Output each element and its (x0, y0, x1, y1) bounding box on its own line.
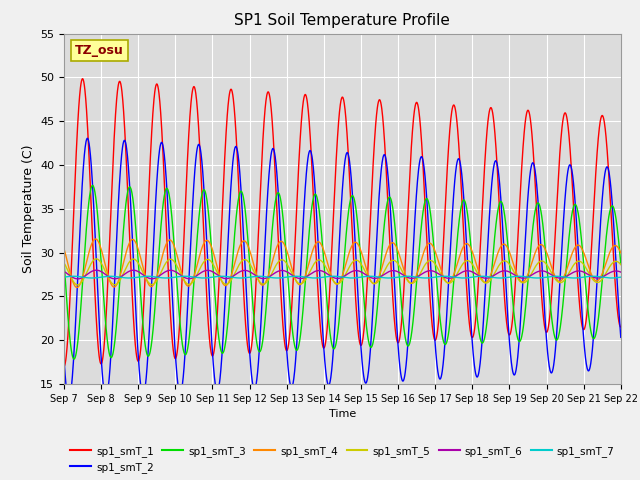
sp1_smT_4 (601, 264, 609, 269)
sp1_smT_7 (499, 275, 507, 281)
sp1_smT_5 (92, 256, 100, 262)
sp1_smT_6 (601, 273, 609, 278)
sp1_smT_2 (617, 335, 625, 340)
sp1_smT_3 (60, 258, 68, 264)
sp1_smT_4 (60, 246, 68, 252)
sp1_smT_6 (74, 276, 81, 282)
sp1_smT_2 (60, 355, 68, 361)
sp1_smT_2 (332, 316, 339, 322)
sp1_smT_7 (331, 274, 339, 279)
sp1_smT_4 (92, 236, 99, 242)
sp1_smT_6 (92, 267, 100, 273)
sp1_smT_7 (601, 275, 609, 280)
sp1_smT_1 (601, 121, 609, 127)
sp1_smT_2 (602, 169, 609, 175)
sp1_smT_7 (88, 275, 96, 281)
sp1_smT_4 (332, 281, 339, 287)
sp1_smT_7 (60, 274, 68, 280)
sp1_smT_6 (617, 269, 625, 275)
Line: sp1_smT_4: sp1_smT_4 (64, 239, 621, 288)
sp1_smT_4 (602, 263, 609, 268)
sp1_smT_5 (74, 282, 81, 288)
sp1_smT_1 (89, 240, 97, 245)
sp1_smT_1 (331, 180, 339, 185)
sp1_smT_5 (617, 262, 625, 267)
sp1_smT_1 (601, 123, 609, 129)
sp1_smT_6 (89, 268, 97, 274)
sp1_smT_1 (79, 76, 86, 82)
sp1_smT_3 (89, 182, 97, 188)
sp1_smT_1 (60, 364, 68, 370)
sp1_smT_3 (332, 344, 339, 349)
sp1_smT_5 (601, 272, 609, 278)
sp1_smT_7 (236, 275, 244, 281)
sp1_smT_6 (499, 268, 507, 274)
sp1_smT_2 (65, 396, 72, 402)
sp1_smT_5 (499, 258, 507, 264)
Line: sp1_smT_1: sp1_smT_1 (64, 79, 621, 367)
Line: sp1_smT_7: sp1_smT_7 (64, 276, 621, 278)
sp1_smT_4 (617, 250, 625, 256)
sp1_smT_4 (73, 285, 81, 290)
sp1_smT_2 (317, 288, 324, 294)
sp1_smT_2 (499, 230, 507, 236)
sp1_smT_6 (317, 268, 324, 274)
sp1_smT_3 (499, 203, 507, 209)
sp1_smT_3 (89, 183, 97, 189)
sp1_smT_3 (601, 248, 609, 253)
sp1_smT_7 (602, 275, 609, 280)
sp1_smT_3 (602, 245, 609, 251)
sp1_smT_5 (89, 258, 97, 264)
Line: sp1_smT_2: sp1_smT_2 (64, 138, 621, 399)
sp1_smT_1 (316, 323, 324, 329)
sp1_smT_4 (499, 241, 507, 247)
sp1_smT_2 (84, 135, 92, 141)
sp1_smT_5 (317, 257, 324, 263)
sp1_smT_7 (441, 274, 449, 279)
sp1_smT_2 (601, 170, 609, 176)
sp1_smT_3 (317, 220, 324, 226)
sp1_smT_6 (60, 269, 68, 275)
sp1_smT_7 (316, 275, 324, 280)
sp1_smT_1 (499, 266, 506, 272)
sp1_smT_7 (617, 274, 625, 280)
sp1_smT_2 (89, 190, 97, 195)
sp1_smT_4 (317, 240, 324, 246)
sp1_smT_4 (89, 239, 97, 245)
sp1_smT_1 (617, 324, 625, 330)
X-axis label: Time: Time (329, 409, 356, 419)
Legend: sp1_smT_1, sp1_smT_2, sp1_smT_3, sp1_smT_4, sp1_smT_5, sp1_smT_6, sp1_smT_7: sp1_smT_1, sp1_smT_2, sp1_smT_3, sp1_smT… (66, 442, 619, 477)
sp1_smT_3 (617, 261, 625, 266)
sp1_smT_3 (70, 356, 78, 362)
Line: sp1_smT_5: sp1_smT_5 (64, 259, 621, 285)
Line: sp1_smT_6: sp1_smT_6 (64, 270, 621, 279)
sp1_smT_5 (60, 260, 68, 266)
sp1_smT_5 (602, 272, 609, 277)
sp1_smT_6 (602, 273, 609, 278)
Text: TZ_osu: TZ_osu (75, 44, 124, 57)
sp1_smT_6 (332, 276, 339, 281)
Line: sp1_smT_3: sp1_smT_3 (64, 185, 621, 359)
sp1_smT_5 (332, 280, 339, 286)
Title: SP1 Soil Temperature Profile: SP1 Soil Temperature Profile (234, 13, 451, 28)
Y-axis label: Soil Temperature (C): Soil Temperature (C) (22, 144, 35, 273)
